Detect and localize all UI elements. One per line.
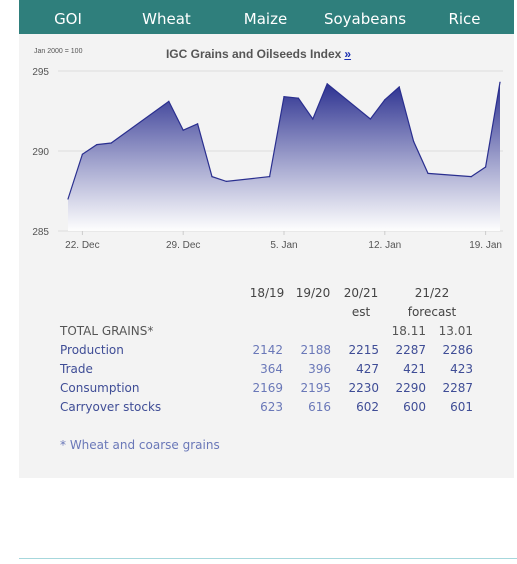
- data-point: [297, 97, 299, 99]
- data-point: [211, 176, 213, 178]
- table-cell: 600: [403, 400, 426, 414]
- data-point: [470, 176, 472, 178]
- forecast-label: forecast: [407, 305, 457, 319]
- total-grains-label: TOTAL GRAINS*: [60, 324, 154, 338]
- x-tick-label: 22. Dec: [65, 240, 99, 251]
- col-header-20-21: 20/21: [343, 286, 379, 300]
- tab-maize[interactable]: Maize: [243, 10, 288, 28]
- x-tick-label: 12. Jan: [368, 240, 401, 251]
- chart-title: IGC Grains and Oilseeds Index»: [0, 47, 517, 61]
- data-point: [67, 198, 69, 200]
- chart-title-link[interactable]: »: [344, 47, 352, 61]
- table-cell: 423: [450, 362, 473, 376]
- table-cell: 616: [308, 400, 331, 414]
- data-point: [168, 100, 170, 102]
- index-base-note: Jan 2000 = 100: [34, 48, 83, 55]
- table-cell: 2188: [300, 343, 331, 357]
- y-tick-label: 285: [32, 227, 49, 238]
- data-point: [485, 166, 487, 168]
- table-cell: 623: [260, 400, 283, 414]
- series-line: [67, 82, 501, 200]
- data-point: [182, 129, 184, 131]
- index-chart: 295 290 285 22. Dec 29. Dec 5. Jan 12. Jan 19.…: [32, 67, 503, 251]
- forecast-date-1: 18.11: [391, 324, 426, 338]
- data-point: [326, 83, 328, 85]
- row-label[interactable]: Carryover stocks: [60, 400, 162, 414]
- tab-wheat[interactable]: Wheat: [142, 10, 191, 28]
- table-cell: 2169: [252, 381, 283, 395]
- table-cell: 2290: [395, 381, 426, 395]
- tab-goi[interactable]: GOI: [54, 10, 82, 28]
- y-tick-label: 295: [32, 67, 49, 78]
- data-point: [269, 176, 271, 178]
- table-cell: 2215: [348, 343, 379, 357]
- row-label[interactable]: Consumption: [60, 381, 140, 395]
- data-point: [369, 118, 371, 120]
- tab-soyabeans[interactable]: Soyabeans: [323, 10, 407, 28]
- row-label[interactable]: Production: [60, 343, 124, 357]
- x-tick-label: 5. Jan: [270, 240, 297, 251]
- footnote: * Wheat and coarse grains: [60, 438, 220, 452]
- data-point: [225, 180, 227, 182]
- x-tick-label: 29. Dec: [166, 240, 200, 251]
- col-header-21-22: 21/22: [414, 286, 450, 300]
- data-point: [110, 142, 112, 144]
- table-cell: 2230: [348, 381, 379, 395]
- commodity-tabs: GOI Wheat Maize Soyabeans Rice: [19, 0, 514, 34]
- data-point: [197, 123, 199, 125]
- data-point: [499, 81, 501, 83]
- table-cell: 2286: [442, 343, 473, 357]
- table-cell: 2287: [442, 381, 473, 395]
- row-label[interactable]: Trade: [60, 362, 93, 376]
- data-point: [283, 96, 285, 98]
- col-header-19-20: 19/20: [295, 286, 331, 300]
- table-cell: 396: [308, 362, 331, 376]
- table-cell: 602: [356, 400, 379, 414]
- table-cell: 421: [403, 362, 426, 376]
- forecast-date-2: 13.01: [438, 324, 473, 338]
- content-panel: [19, 34, 514, 478]
- data-point: [427, 172, 429, 174]
- table-cell: 2142: [252, 343, 283, 357]
- x-tick-label: 19. Jan: [469, 240, 502, 251]
- col-header-18-19: 18/19: [249, 286, 285, 300]
- y-tick-label: 290: [32, 147, 49, 158]
- table-cell: 364: [260, 362, 283, 376]
- data-point: [96, 144, 98, 146]
- data-point: [81, 153, 83, 155]
- chart-title-text: IGC Grains and Oilseeds Index: [165, 47, 342, 61]
- table-cell: 2195: [300, 381, 331, 395]
- est-label: est: [351, 305, 371, 319]
- data-point: [413, 140, 415, 142]
- data-point: [312, 118, 314, 120]
- data-point: [398, 86, 400, 88]
- divider: [19, 558, 517, 559]
- tab-rice[interactable]: Rice: [448, 10, 481, 28]
- table-cell: 601: [450, 400, 473, 414]
- area-fill: [68, 82, 500, 231]
- data-point: [384, 99, 386, 101]
- table-cell: 427: [356, 362, 379, 376]
- table-cell: 2287: [395, 343, 426, 357]
